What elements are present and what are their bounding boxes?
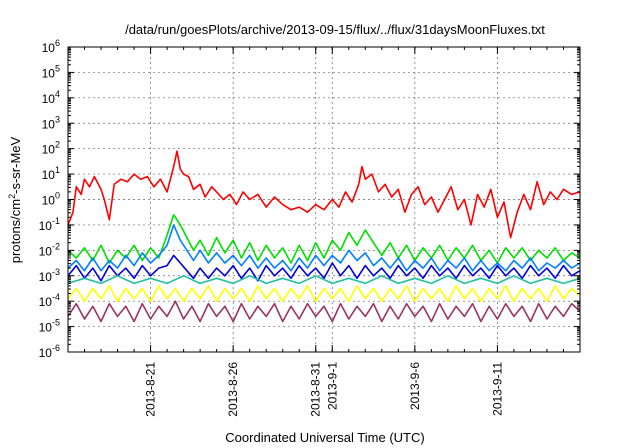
y-tick-base: 10 [42,143,56,157]
y-tick-label: 103 [42,114,60,131]
y-tick-base: 10 [42,117,56,131]
y-tick-exp: -5 [52,318,60,328]
y-tick-base: 10 [39,270,53,284]
y-tick-label: 104 [42,89,60,106]
y-tick-label: 102 [42,140,60,157]
y-tick-base: 10 [42,92,56,106]
y-tick-exp: 3 [55,114,60,124]
y-tick-exp: 4 [55,89,60,99]
y-tick-exp: 2 [55,140,60,150]
y-tick-label: 10-4 [39,292,60,309]
y-tick-label: 10-2 [39,241,60,258]
y-tick-base: 10 [39,295,53,309]
x-tick-label: 2013-9-11 [490,362,504,416]
grid [68,47,580,352]
x-tick-label: 2013-9-1 [325,362,339,410]
y-axis-label: protons/cm2-s-sr-MeV [7,136,23,263]
series-line-2 [67,214,581,264]
x-tick-label: 2013-8-31 [309,362,323,417]
y-tick-base: 10 [42,194,56,208]
y-tick-exp: -6 [52,343,60,353]
y-tick-label: 106 [42,38,60,55]
y-tick-base: 10 [39,321,53,335]
series-line-1 [67,150,581,239]
series-group [67,150,581,323]
series-line-7 [67,300,581,323]
x-axis-label: Coordinated Universal Time (UTC) [225,430,424,445]
y-axis-label-sup: 2 [7,194,17,199]
x-tick-label: 2013-9-6 [408,362,422,410]
y-tick-exp: -2 [52,241,60,251]
y-tick-exp: 6 [55,38,60,48]
y-tick-base: 10 [42,66,56,80]
y-tick-label: 10-3 [39,267,60,284]
series-line-4 [67,254,581,282]
y-axis-label-main: protons/cm [8,199,23,263]
y-tick-exp: 5 [55,63,60,73]
y-tick-base: 10 [42,41,56,55]
y-tick-exp: 1 [55,165,60,175]
series-line-6 [67,285,581,303]
y-tick-base: 10 [39,346,53,360]
y-tick-base: 10 [39,219,53,233]
series-line-5 [67,274,581,285]
y-tick-label: 10-6 [39,343,60,360]
y-tick-label: 100 [42,191,60,208]
y-tick-base: 10 [42,168,56,182]
y-tick-label: 10-1 [39,216,60,233]
y-tick-exp: -4 [52,292,60,302]
y-tick-base: 10 [39,244,53,258]
y-tick-label: 10-5 [39,318,60,335]
y-ticks: 10-610-510-410-310-210-11001011021031041… [39,38,580,360]
y-tick-exp: -3 [52,267,60,277]
x-tick-label: 2013-8-26 [226,362,240,417]
y-tick-exp: -1 [52,216,60,226]
chart-title: /data/run/goesPlots/archive/2013-09-15/f… [125,22,545,37]
y-tick-exp: 0 [55,191,60,201]
y-tick-label: 101 [42,165,60,182]
x-tick-label: 2013-8-21 [144,362,158,417]
x-ticks: 2013-8-21 2013-8-26 2013-8-31 2013-9-1 2013-… [84,47,564,417]
series-line-3 [67,224,581,272]
y-tick-label: 105 [42,63,60,80]
y-axis-label-tail: -s-sr-MeV [8,136,23,193]
